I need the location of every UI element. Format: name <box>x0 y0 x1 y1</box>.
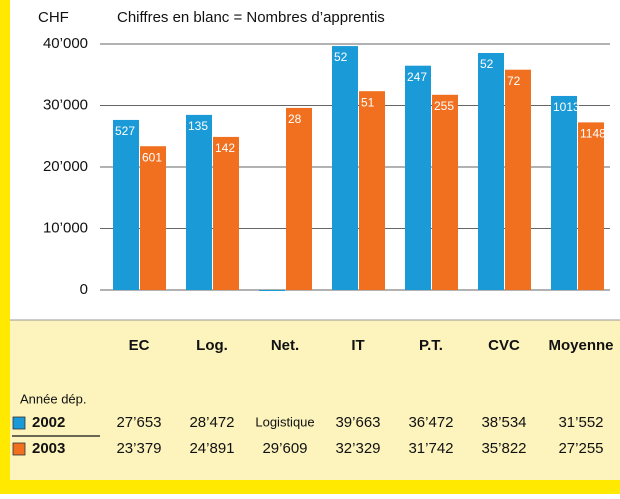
table-cell: 32’329 <box>335 440 380 457</box>
table-cell: 31’552 <box>558 414 603 431</box>
count-label: 1148 <box>580 127 606 141</box>
x-tick-label: IT <box>351 337 364 354</box>
count-label: 51 <box>361 95 375 109</box>
subtitle: Chiffres en blanc = Nombres d’apprentis <box>117 9 385 26</box>
table-background <box>10 320 620 480</box>
x-tick-label: Moyenne <box>548 337 613 354</box>
table-cell: 36’472 <box>408 414 453 431</box>
table-cell: 23’379 <box>116 440 161 457</box>
count-label: 527 <box>115 124 135 138</box>
x-tick-label: P.T. <box>419 337 443 354</box>
bar <box>551 95 577 290</box>
bar <box>286 107 312 290</box>
bar <box>405 65 431 290</box>
y-tick-label: 30’000 <box>43 96 88 113</box>
table-cell: 27’255 <box>558 440 603 457</box>
table-cell: 24’891 <box>189 440 234 457</box>
x-tick-label: CVC <box>488 337 520 354</box>
y-tick-label: 10’000 <box>43 219 88 236</box>
count-label: 52 <box>334 50 348 64</box>
table-cell: 29’609 <box>262 440 307 457</box>
bar <box>432 94 458 290</box>
table-cell: 39’663 <box>335 414 380 431</box>
count-label: 142 <box>215 141 235 155</box>
bar <box>478 53 504 290</box>
bar <box>213 136 239 290</box>
legend-swatch <box>12 416 26 430</box>
table-cell: Logistique <box>255 414 314 429</box>
count-label: 255 <box>434 99 454 113</box>
count-label: 601 <box>142 150 162 164</box>
bar <box>186 114 212 290</box>
row-label: 2002 <box>32 414 65 431</box>
count-label: 247 <box>407 70 427 84</box>
table-cell: 35’822 <box>481 440 526 457</box>
y-axis-label: CHF <box>38 9 69 26</box>
bar <box>259 290 285 291</box>
row-label: 2003 <box>32 440 65 457</box>
y-tick-label: 0 <box>80 281 88 298</box>
bar <box>332 46 358 290</box>
y-tick-label: 40’000 <box>43 35 88 52</box>
count-label: 28 <box>288 112 302 126</box>
table-cell: 28’472 <box>189 414 234 431</box>
table-caption: Année dép. <box>20 391 87 406</box>
bar <box>505 69 531 290</box>
count-label: 52 <box>480 57 494 71</box>
table-cell: 31’742 <box>408 440 453 457</box>
bar <box>113 119 139 290</box>
table-cell: 27’653 <box>116 414 161 431</box>
x-tick-label: Log. <box>196 337 228 354</box>
x-tick-label: EC <box>129 337 150 354</box>
count-label: 1013 <box>553 100 580 114</box>
bar <box>359 91 385 290</box>
bar <box>578 122 604 291</box>
legend-swatch <box>12 442 26 456</box>
x-tick-label: Net. <box>271 337 299 354</box>
bar <box>140 146 166 290</box>
count-label: 72 <box>507 74 521 88</box>
count-label: 135 <box>188 119 208 133</box>
y-tick-label: 20’000 <box>43 158 88 175</box>
table-cell: 38’534 <box>481 414 526 431</box>
